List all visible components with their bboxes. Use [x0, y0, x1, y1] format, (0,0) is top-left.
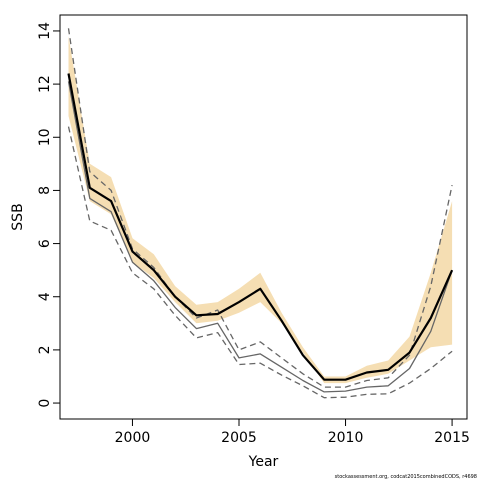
series-lines-layer — [67, 28, 454, 399]
y-tick-label: 10 — [37, 128, 53, 146]
x-axis-title: Year — [248, 454, 279, 470]
series-line-alternative-upper — [67, 28, 453, 388]
series-line-estimate — [67, 73, 454, 381]
series-line-alternative-estimate — [67, 81, 453, 393]
x-tick-label: 2005 — [221, 430, 257, 446]
x-tick-label: 2010 — [328, 430, 364, 446]
x-axis: 2000 2005 2010 2015 — [115, 418, 470, 446]
confidence-band-layer — [68, 36, 453, 384]
y-axis-title: SSB — [10, 203, 26, 230]
y-axis: 0 2 4 6 8 10 12 14 — [37, 22, 61, 408]
source-credit: stockassessment.org, codcat2015combinedC… — [335, 474, 477, 480]
x-tick-label: 2000 — [115, 430, 151, 446]
y-tick-label: 2 — [37, 345, 53, 354]
y-tick-label: 0 — [37, 399, 53, 408]
confidence-band — [68, 36, 453, 384]
series-line-alternative-lower — [67, 126, 453, 399]
y-tick-label: 12 — [37, 75, 53, 93]
y-tick-label: 14 — [37, 22, 53, 40]
x-tick-label: 2015 — [434, 430, 470, 446]
y-tick-label: 6 — [37, 239, 53, 248]
y-tick-label: 4 — [37, 292, 53, 301]
y-tick-label: 8 — [37, 186, 53, 195]
